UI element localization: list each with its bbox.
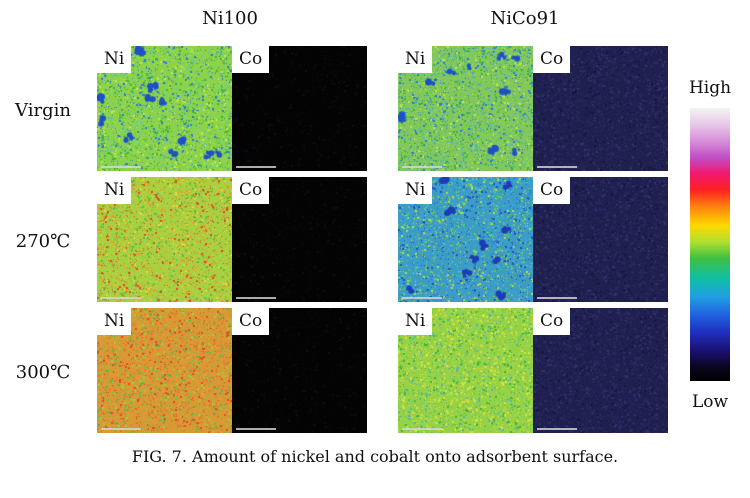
map-nico91-300c-ni: Ni [398,308,533,433]
scale-bar [402,297,442,299]
map-ni100-virgin-ni: Ni [97,46,232,171]
intensity-colorbar [690,108,730,381]
element-label-co: Co [232,177,270,204]
scale-bar [537,428,577,430]
row-label-270c: 270℃ [15,231,71,252]
scale-bar [537,166,577,168]
map-ni100-300c-ni: Ni [97,308,232,433]
map-ni100-virgin-co: Co [232,46,367,171]
map-nico91-300c-co: Co [533,308,668,433]
map-nico91-270c-co: Co [533,177,668,302]
scale-bar [101,166,141,168]
element-label-ni: Ni [398,308,433,335]
element-label-ni: Ni [398,177,433,204]
scale-bar [101,428,141,430]
element-label-ni: Ni [398,46,433,73]
map-nico91-270c-ni: Ni [398,177,533,302]
element-label-ni: Ni [97,308,132,335]
scale-bar [236,428,276,430]
map-ni100-270c-ni: Ni [97,177,232,302]
scale-bar [402,166,442,168]
row-label-virgin: Virgin [15,100,71,121]
column-title-ni100: Ni100 [202,8,258,29]
colorbar-high-label: High [688,78,732,98]
map-nico91-virgin-ni: Ni [398,46,533,171]
map-ni100-270c-co: Co [232,177,367,302]
scale-bar [236,297,276,299]
map-ni100-300c-co: Co [232,308,367,433]
figure-caption: FIG. 7. Amount of nickel and cobalt onto… [131,447,619,466]
scale-bar [537,297,577,299]
row-label-300c: 300℃ [15,362,71,383]
element-label-co: Co [533,308,571,335]
element-label-co: Co [232,308,270,335]
element-label-ni: Ni [97,177,132,204]
scale-bar [236,166,276,168]
element-label-co: Co [232,46,270,73]
column-title-nico91: NiCo91 [490,8,560,29]
element-label-co: Co [533,46,571,73]
scale-bar [402,428,442,430]
element-label-co: Co [533,177,571,204]
colorbar-low-label: Low [691,392,729,412]
scale-bar [101,297,141,299]
element-label-ni: Ni [97,46,132,73]
map-nico91-virgin-co: Co [533,46,668,171]
